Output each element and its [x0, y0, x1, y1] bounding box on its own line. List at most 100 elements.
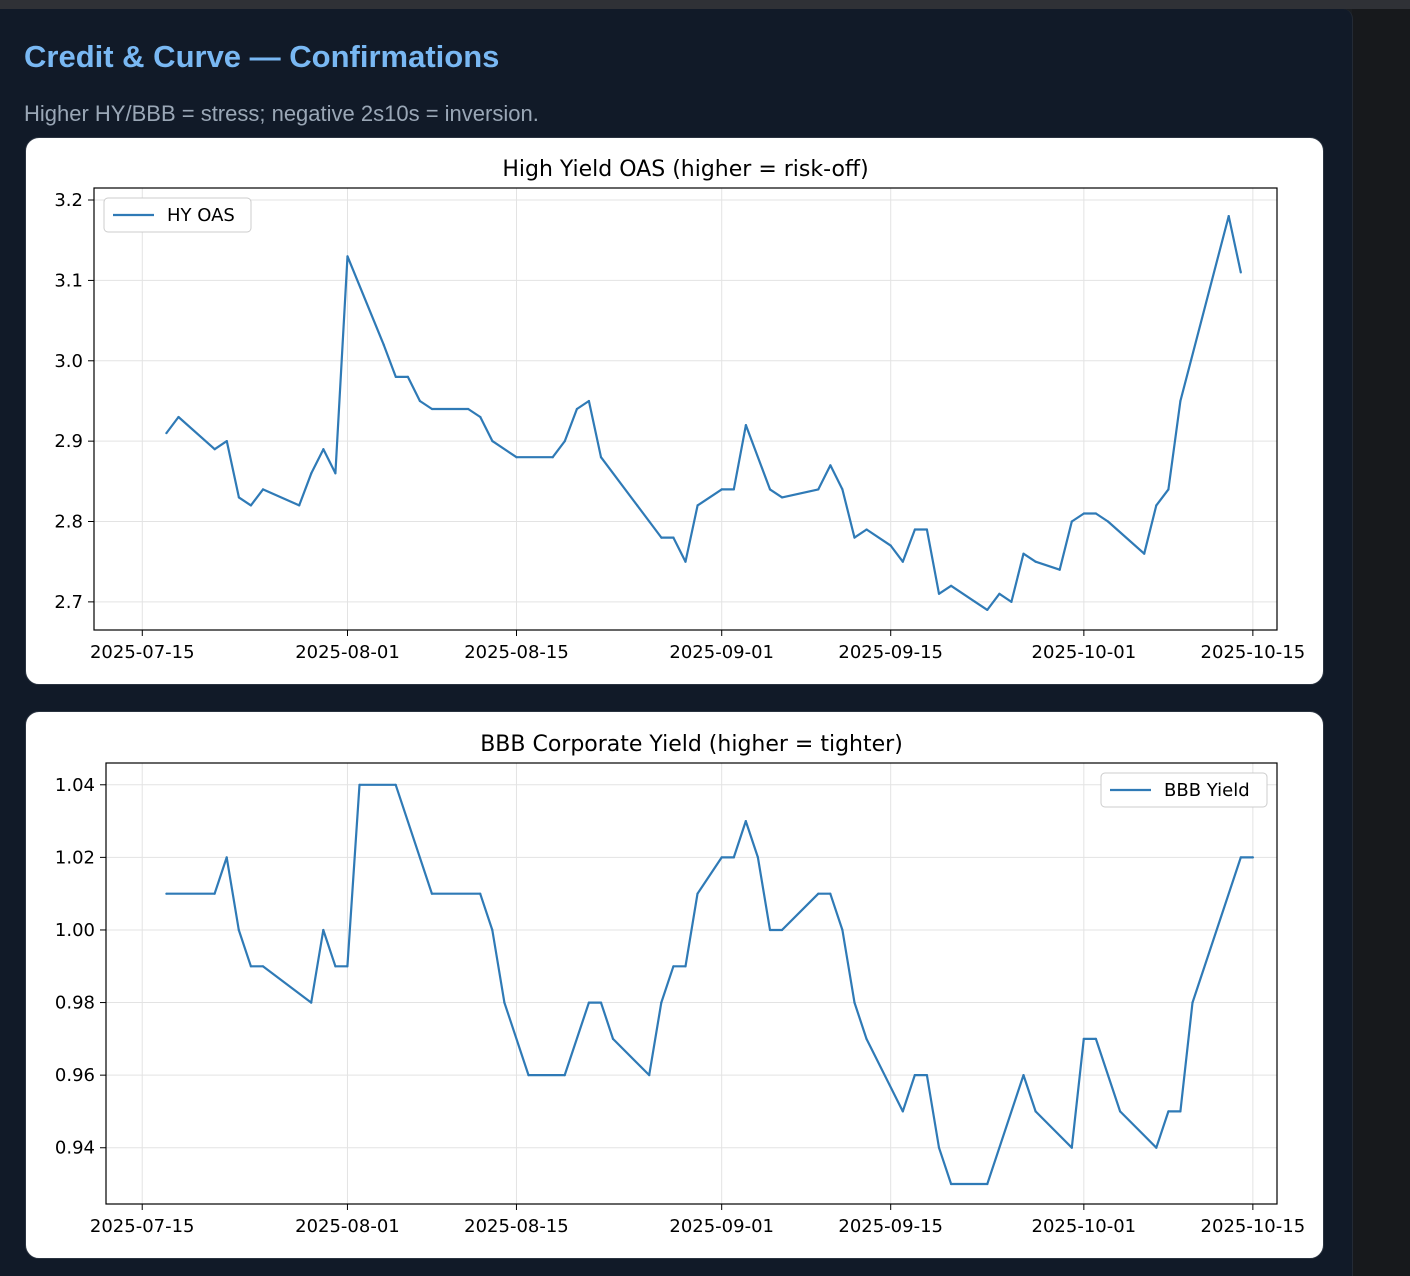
data-point: [587, 399, 591, 403]
data-point: [937, 592, 941, 595]
data-point: [768, 928, 772, 932]
data-point: [261, 488, 265, 491]
y-tick-label: 2.9: [54, 431, 83, 452]
data-point: [744, 424, 748, 427]
x-tick-label: 2025-09-15: [838, 642, 943, 663]
data-point: [974, 600, 977, 603]
data-point: [249, 965, 252, 968]
data-point: [841, 488, 844, 491]
data-point: [1070, 1146, 1073, 1149]
data-point: [1082, 512, 1085, 515]
data-point: [841, 928, 844, 932]
data-point: [660, 1001, 663, 1004]
data-point: [334, 472, 337, 475]
page-subtitle: Higher HY/BBB = stress; negative 2s10s =…: [24, 101, 539, 126]
data-point: [684, 560, 687, 563]
data-point: [1022, 1074, 1025, 1077]
data-point: [551, 456, 554, 459]
data-point: [611, 1037, 615, 1040]
data-point: [430, 892, 433, 895]
data-point: [394, 783, 397, 786]
data-point: [672, 536, 675, 539]
chart-title: High Yield OAS (higher = risk-off): [502, 157, 868, 182]
data-point: [1094, 1037, 1097, 1040]
data-point: [925, 528, 929, 531]
data-point: [732, 856, 735, 859]
data-point: [732, 488, 735, 491]
x-tick-label: 2025-09-01: [669, 642, 774, 663]
chart-legend: BBB Yield: [1100, 772, 1268, 808]
x-tick-label: 2025-07-15: [90, 642, 195, 663]
x-tick-label: 2025-08-15: [464, 642, 569, 663]
y-tick-label: 1.02: [55, 847, 95, 868]
legend-box: [1100, 772, 1268, 808]
data-point: [696, 504, 699, 507]
data-point: [1034, 560, 1037, 563]
data-point: [322, 928, 325, 932]
data-point: [853, 1001, 856, 1004]
series-line-hy-oas: [165, 215, 1242, 611]
data-point: [165, 892, 168, 895]
y-tick-label: 0.94: [55, 1138, 95, 1159]
page-title: Credit & Curve — Confirmations: [24, 39, 500, 74]
data-point: [418, 399, 421, 403]
hy-oas-chart: High Yield OAS (higher = risk-off) 2025-0…: [54, 157, 1306, 663]
data-point: [853, 536, 856, 539]
data-point: [346, 965, 349, 968]
y-tick-label: 1.00: [55, 920, 95, 941]
data-point: [865, 528, 868, 531]
data-point: [817, 892, 820, 895]
y-tick-label: 3.1: [54, 270, 83, 291]
data-point: [527, 1074, 530, 1077]
data-point: [1022, 552, 1025, 555]
data-point: [1251, 856, 1254, 859]
data-point: [491, 928, 494, 932]
x-tick-label: 2025-10-01: [1032, 642, 1137, 663]
data-point: [1167, 488, 1170, 491]
data-point: [213, 892, 216, 895]
data-point: [636, 504, 639, 507]
series-line-bbb-yield: [166, 783, 1253, 1186]
legend-label: BBB Yield: [1164, 780, 1250, 801]
data-point: [1239, 856, 1242, 859]
data-point: [237, 928, 240, 932]
x-tick-label: 2025-10-15: [1201, 642, 1306, 663]
data-point: [563, 1074, 566, 1077]
y-tick-label: 1.04: [55, 775, 95, 796]
data-point: [430, 407, 434, 411]
hy-oas-chart-card: High Yield OAS (higher = risk-off) 2025-0…: [25, 137, 1324, 685]
data-point: [829, 892, 832, 895]
data-point: [515, 456, 518, 459]
data-point: [310, 1001, 313, 1004]
data-point: [1191, 1001, 1194, 1004]
data-point: [648, 520, 651, 523]
data-point: [479, 892, 482, 895]
data-point: [1010, 600, 1013, 603]
data-point: [986, 1182, 989, 1186]
window-top-bar: [0, 0, 1410, 9]
data-point: [950, 1182, 953, 1186]
chart-legend: HY OAS: [103, 197, 252, 233]
data-point: [358, 783, 361, 786]
bbb-yield-chart-card: BBB Corporate Yield (higher = tighter) 20…: [25, 711, 1324, 1259]
data-point: [986, 608, 989, 611]
y-tick-label: 0.96: [55, 1065, 95, 1086]
data-point: [587, 1001, 591, 1004]
x-tick-label: 2025-09-01: [669, 1216, 774, 1237]
data-point: [1034, 1110, 1037, 1113]
data-point: [950, 584, 953, 587]
legend-box: [103, 197, 252, 233]
data-point: [756, 856, 760, 859]
x-tick-label: 2025-07-15: [90, 1216, 195, 1237]
data-point: [225, 440, 228, 443]
data-point: [660, 536, 663, 539]
window-side-strip: [1352, 9, 1410, 1276]
bbb-yield-chart: BBB Corporate Yield (higher = tighter) 20…: [55, 732, 1306, 1237]
legend-label: HY OAS: [167, 205, 235, 226]
y-tick-label: 2.8: [54, 512, 83, 533]
data-point: [1179, 1110, 1182, 1113]
data-point: [1155, 504, 1158, 507]
plot-frame: [105, 762, 1278, 1205]
x-tick-label: 2025-10-15: [1201, 1216, 1306, 1237]
x-tick-label: 2025-10-01: [1032, 1216, 1137, 1237]
